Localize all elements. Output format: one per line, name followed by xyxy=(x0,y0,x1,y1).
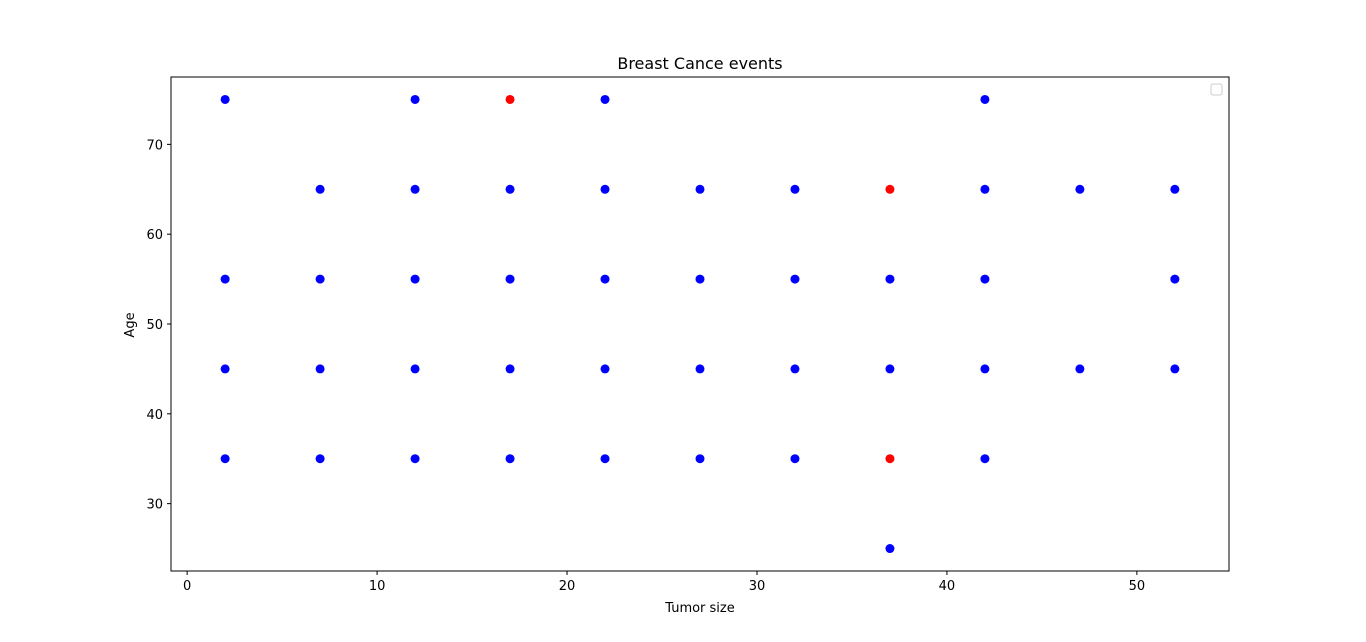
data-point xyxy=(600,454,610,464)
data-point xyxy=(980,274,990,284)
data-point xyxy=(505,364,515,374)
data-point xyxy=(980,184,990,194)
data-point xyxy=(315,454,325,464)
data-point xyxy=(410,274,420,284)
data-point xyxy=(600,184,610,194)
x-axis-label: Tumor size xyxy=(664,601,735,616)
data-point xyxy=(315,364,325,374)
data-point xyxy=(980,454,990,464)
x-tick-label: 10 xyxy=(369,579,386,594)
y-tick-label: 70 xyxy=(146,138,163,153)
data-point xyxy=(315,274,325,284)
x-tick-label: 30 xyxy=(749,579,766,594)
y-tick-label: 30 xyxy=(146,498,163,513)
data-point xyxy=(220,94,230,104)
data-point xyxy=(1170,274,1180,284)
data-point xyxy=(220,454,230,464)
chart-title: Breast Cance events xyxy=(617,54,782,73)
data-point xyxy=(885,364,895,374)
y-tick-label: 50 xyxy=(146,318,163,333)
data-point xyxy=(505,184,515,194)
y-axis-label: Age xyxy=(123,312,138,337)
data-point xyxy=(410,364,420,374)
data-point xyxy=(1170,184,1180,194)
data-point xyxy=(885,454,895,464)
y-tick-label: 60 xyxy=(146,228,163,243)
data-point xyxy=(790,454,800,464)
data-point xyxy=(410,454,420,464)
data-point xyxy=(980,364,990,374)
data-point xyxy=(600,94,610,104)
data-point xyxy=(600,364,610,374)
x-tick-label: 50 xyxy=(1129,579,1146,594)
data-point xyxy=(1075,364,1085,374)
data-point xyxy=(1170,364,1180,374)
data-point xyxy=(790,364,800,374)
legend xyxy=(1210,83,1223,96)
data-point xyxy=(790,184,800,194)
data-point xyxy=(410,184,420,194)
x-tick-label: 20 xyxy=(559,579,576,594)
data-point xyxy=(695,364,705,374)
x-tick-label: 0 xyxy=(183,579,191,594)
data-point xyxy=(980,94,990,104)
data-point xyxy=(505,454,515,464)
data-point xyxy=(885,544,895,554)
y-tick-label: 40 xyxy=(146,408,163,423)
data-point xyxy=(695,184,705,194)
plot-frame xyxy=(170,76,1230,572)
data-point xyxy=(220,364,230,374)
data-point xyxy=(220,274,230,284)
data-point xyxy=(410,94,420,104)
data-point xyxy=(600,274,610,284)
plot-area: 0 10 20 30 40 50 30 40 50 60 70 xyxy=(146,76,1230,594)
data-point xyxy=(695,274,705,284)
data-point xyxy=(885,274,895,284)
data-point xyxy=(505,274,515,284)
data-point xyxy=(695,454,705,464)
data-point xyxy=(790,274,800,284)
data-point xyxy=(505,94,515,104)
x-tick-label: 40 xyxy=(939,579,956,594)
data-point xyxy=(885,184,895,194)
data-point xyxy=(315,184,325,194)
data-point xyxy=(1075,184,1085,194)
